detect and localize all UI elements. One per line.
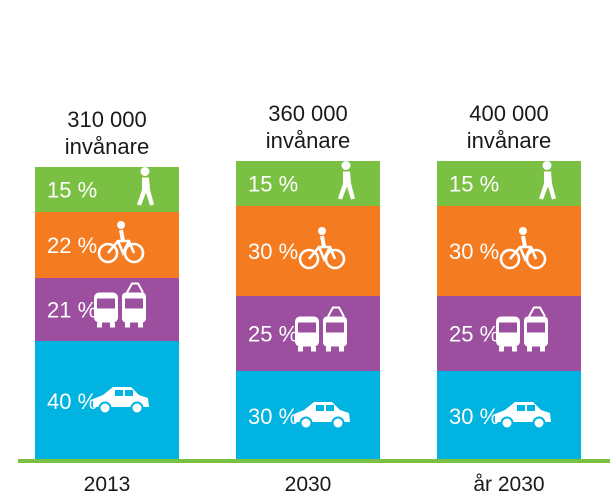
population-unit: invånare <box>467 128 551 153</box>
segment-value-label: 25 % <box>449 322 499 347</box>
x-tick-label: år 2030 <box>473 473 544 496</box>
segment-value-label: 15 % <box>248 172 298 197</box>
population-value: 360 000 <box>268 101 348 126</box>
x-tick-label: 2013 <box>84 473 131 496</box>
population-value: 400 000 <box>469 101 549 126</box>
population-value: 310 000 <box>67 107 147 132</box>
population-unit: invånare <box>266 128 350 153</box>
segment-value-label: 30 % <box>248 239 298 264</box>
segment-value-label: 15 % <box>449 172 499 197</box>
segment-value-label: 30 % <box>248 404 298 429</box>
segment-value-label: 21 % <box>47 298 97 323</box>
segment-value-label: 22 % <box>47 233 97 258</box>
bar-segment-walk <box>437 161 581 206</box>
x-tick-label: 2030 <box>285 473 332 496</box>
segment-value-label: 30 % <box>449 239 499 264</box>
bar-segment-walk <box>35 167 179 212</box>
segment-value-label: 30 % <box>449 404 499 429</box>
segment-value-label: 40 % <box>47 389 97 414</box>
segment-value-label: 15 % <box>47 178 97 203</box>
population-unit: invånare <box>65 134 149 159</box>
bar-segment-walk <box>236 161 380 206</box>
segment-value-label: 25 % <box>248 322 298 347</box>
